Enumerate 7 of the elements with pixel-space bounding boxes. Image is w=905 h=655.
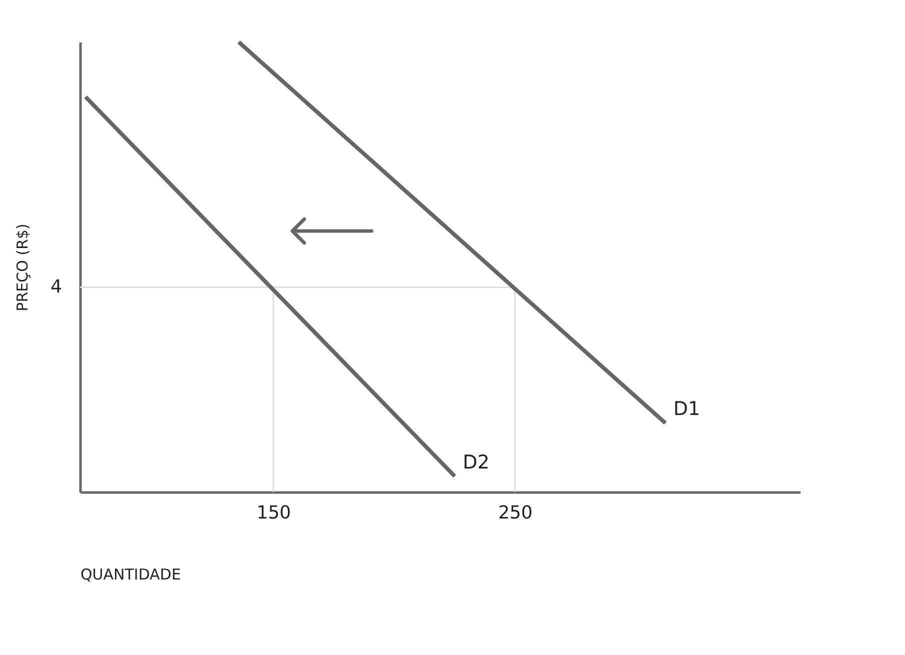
- x-axis-title: QUANTIDADE: [80, 566, 181, 584]
- series-label: D2: [462, 451, 490, 474]
- x-tick-label: 250: [498, 502, 533, 524]
- series-label: D1: [673, 398, 700, 420]
- x-tick-label: 150: [256, 502, 291, 524]
- y-axis-title: PREÇO (R$): [14, 224, 32, 312]
- text: 4: [50, 276, 62, 298]
